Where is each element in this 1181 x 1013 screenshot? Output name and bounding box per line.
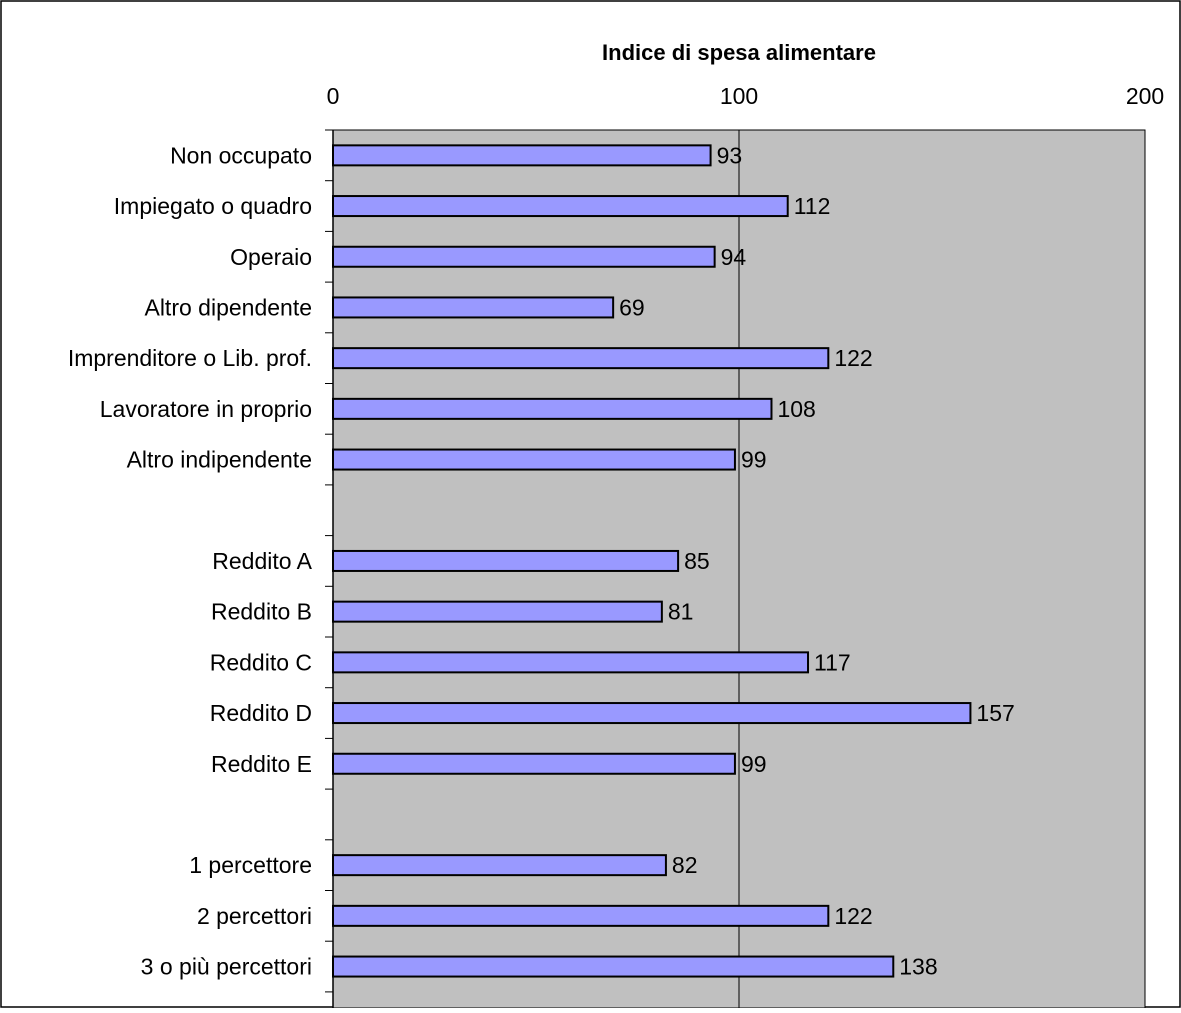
category-label: Reddito A: [212, 548, 312, 574]
data-label: 93: [717, 142, 743, 168]
x-tick-label: 200: [1126, 83, 1164, 109]
data-label: 94: [721, 244, 747, 270]
category-label: Reddito C: [210, 649, 312, 675]
x-tick-label: 0: [327, 83, 340, 109]
bar: [332, 854, 667, 877]
category-label: 1 percettore: [189, 852, 312, 878]
bar: [332, 651, 810, 674]
category-label: Lavoratore in proprio: [100, 396, 312, 422]
category-label: Reddito E: [211, 751, 312, 777]
bar: [332, 195, 789, 218]
data-label: 122: [834, 345, 872, 371]
category-label: Non occupato: [170, 142, 312, 168]
bar: [332, 702, 972, 725]
data-label: 122: [834, 903, 872, 929]
bar: [332, 397, 773, 420]
category-label: Altro dipendente: [144, 294, 312, 320]
data-label: 112: [794, 193, 831, 219]
data-label: 99: [741, 751, 767, 777]
bar: [332, 600, 663, 623]
bar: [332, 144, 712, 167]
labels: Non occupato 93 Impiegato o quadro 112 Opera…: [68, 142, 1015, 979]
axis-title: Indice di spesa alimentare: [602, 40, 876, 65]
category-label: 2 percettori: [197, 903, 312, 929]
data-label: 117: [814, 649, 851, 675]
x-tick-label: 100: [720, 83, 758, 109]
category-label: Altro indipendente: [127, 447, 312, 473]
bar: [332, 549, 680, 572]
category-label: 3 o più percettori: [141, 954, 312, 980]
bar: [332, 955, 895, 978]
data-label: 82: [672, 852, 698, 878]
data-label: 81: [668, 599, 694, 625]
bar: [332, 347, 830, 370]
data-label: 138: [899, 954, 937, 980]
bar: [332, 448, 736, 471]
data-label: 85: [684, 548, 710, 574]
category-label: Operaio: [230, 244, 312, 270]
bar: [332, 752, 736, 775]
bar: [332, 296, 615, 319]
category-label: Imprenditore o Lib. prof.: [68, 345, 312, 371]
data-label: 108: [777, 396, 815, 422]
data-label: 99: [741, 447, 767, 473]
category-label: Reddito B: [211, 599, 312, 625]
data-label: 69: [619, 294, 645, 320]
bars: [332, 144, 972, 978]
data-label: 157: [976, 700, 1014, 726]
category-label: Reddito D: [210, 700, 312, 726]
bar: [332, 245, 716, 268]
bar: [332, 904, 830, 927]
category-label: Impiegato o quadro: [114, 193, 312, 219]
